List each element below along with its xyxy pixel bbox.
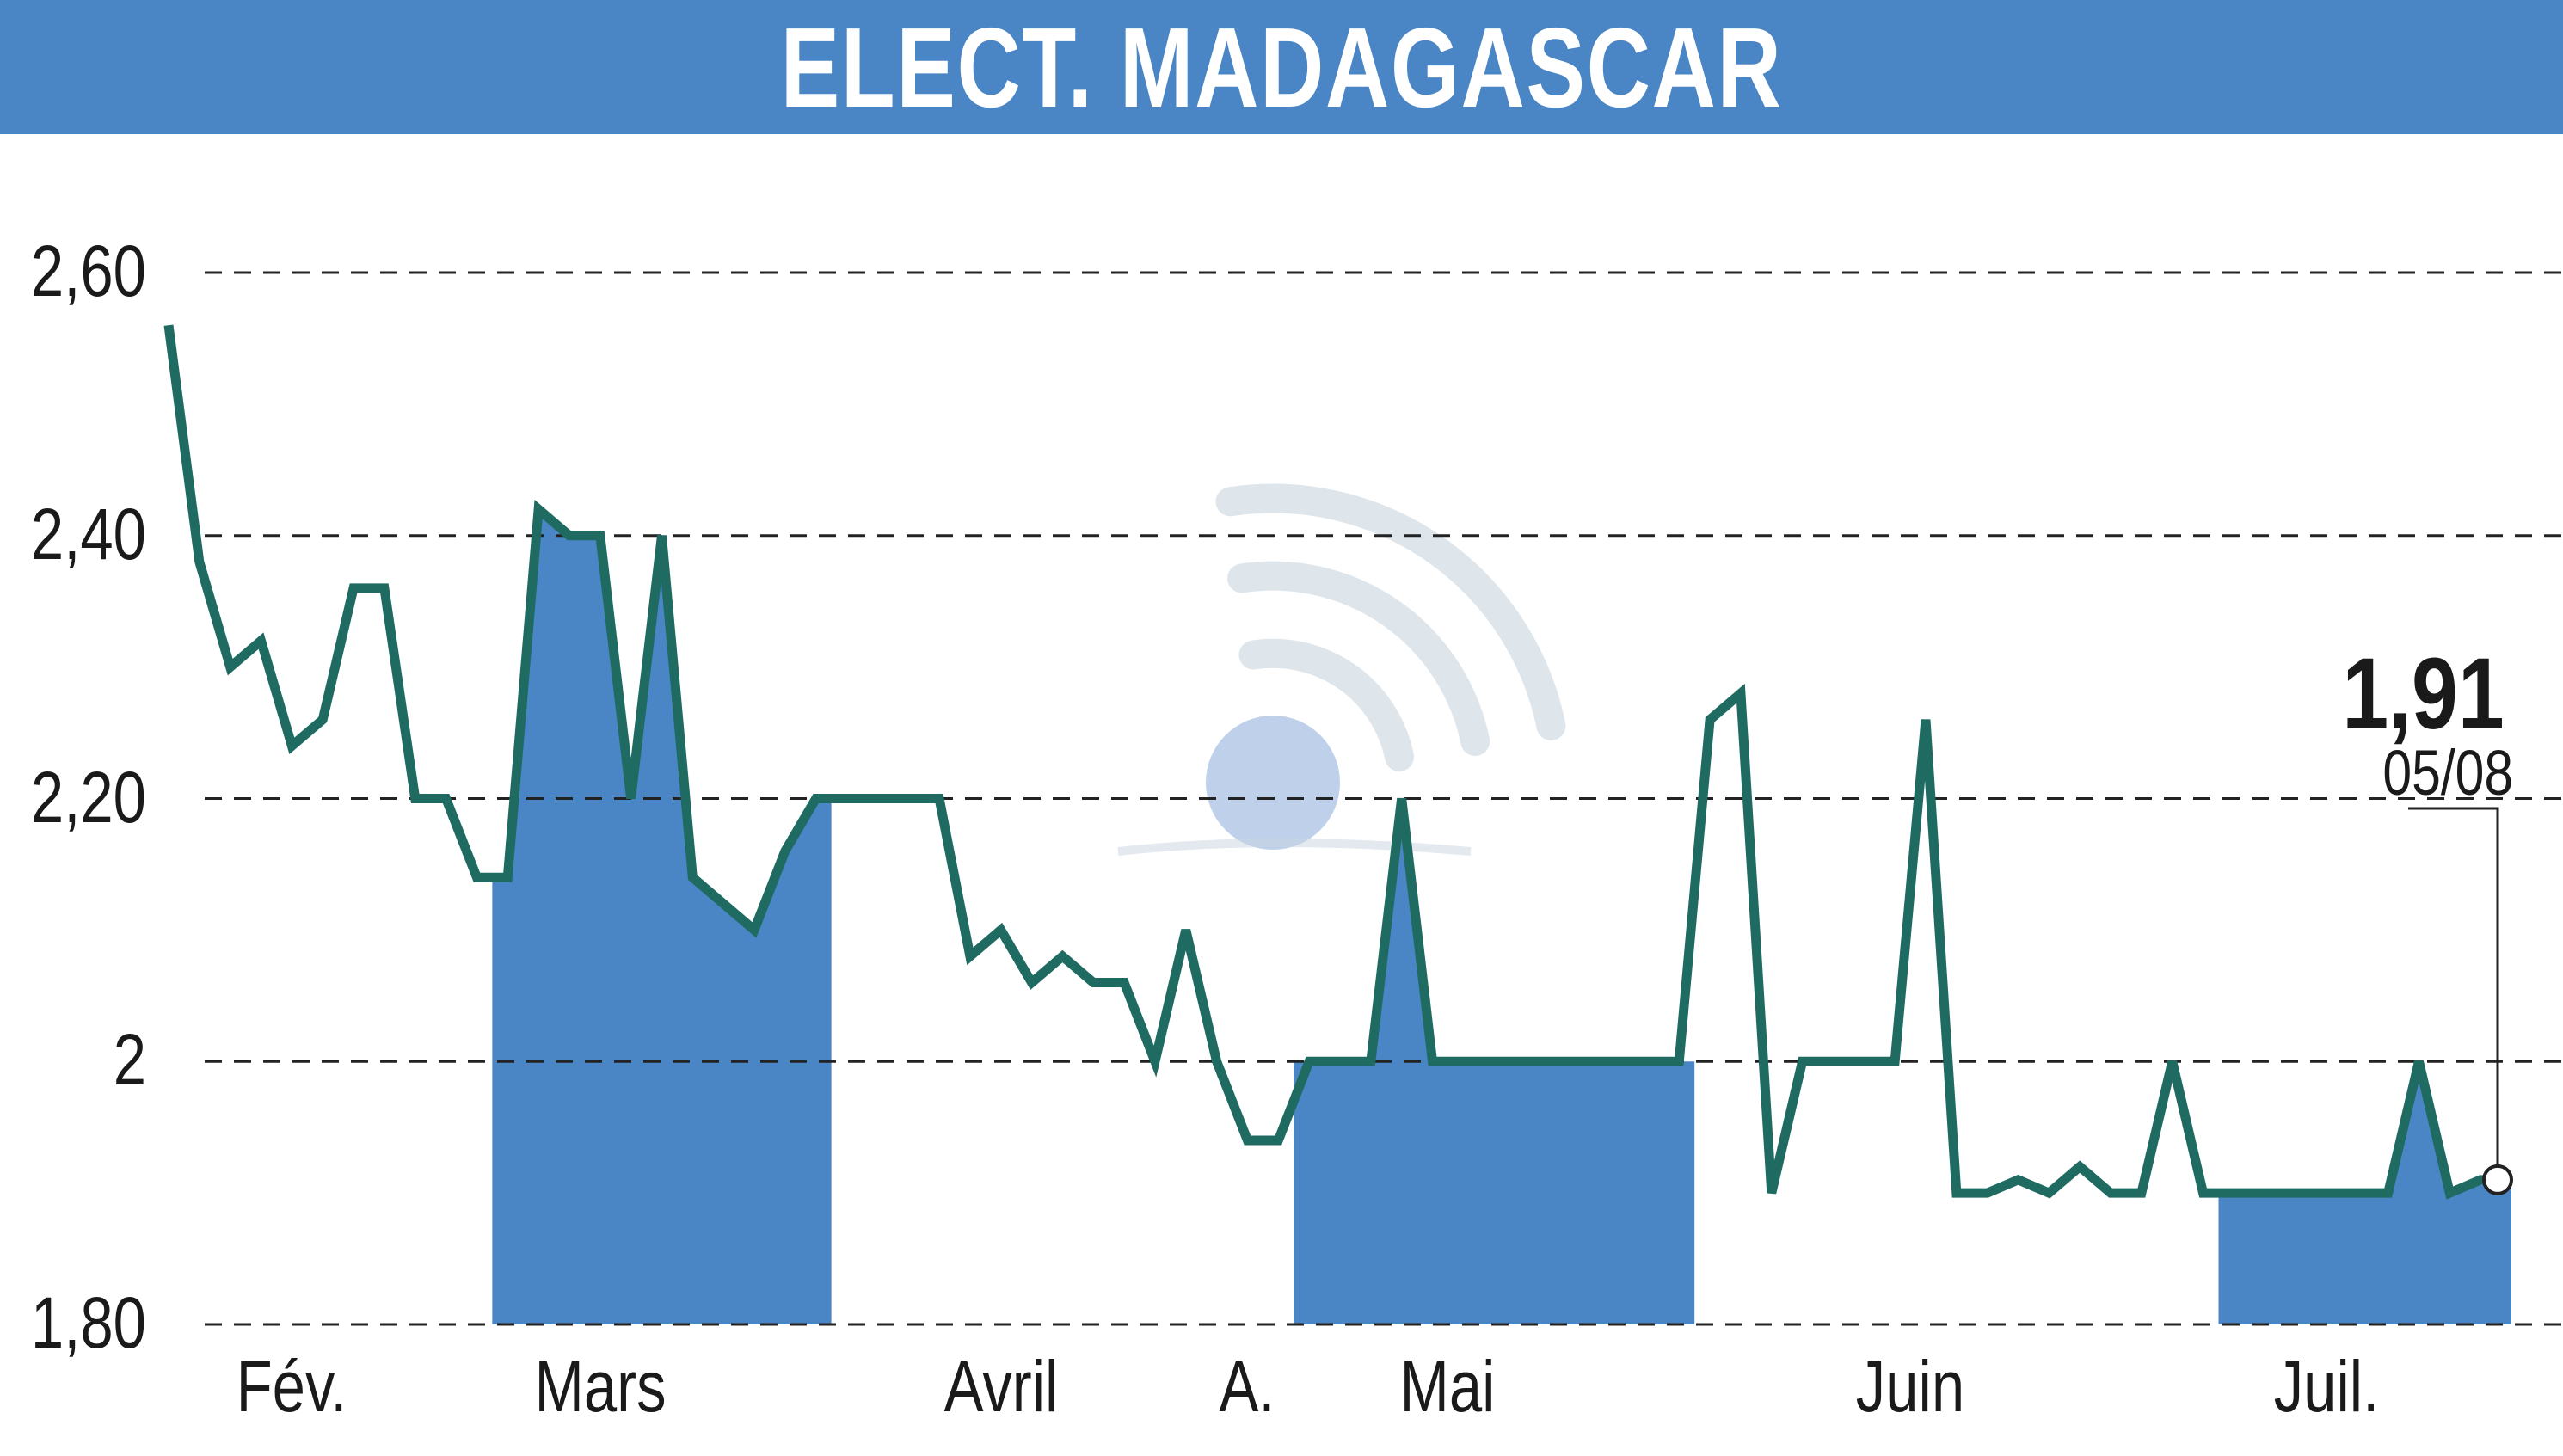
price-series (163, 324, 2511, 1200)
last-value-label: 1,91 (2342, 637, 2505, 751)
watermark-shadow (1117, 839, 1472, 856)
x-tick-label: Mai (1399, 1346, 1496, 1427)
x-tick-label: A. (1219, 1346, 1276, 1427)
y-tick-label: 2,40 (30, 493, 146, 574)
watermark-arc (1215, 483, 1566, 740)
y-tick-label: 2,60 (30, 230, 146, 311)
x-tick-label: Juin (1855, 1346, 1965, 1427)
x-tick-label: Mars (534, 1346, 667, 1427)
callout-leader (2408, 807, 2499, 1180)
last-point-marker (2482, 1164, 2513, 1195)
y-tick-label: 1,80 (30, 1282, 146, 1363)
last-date-label: 05/08 (2382, 737, 2513, 808)
x-tick-label: Avril (943, 1346, 1059, 1427)
x-tick-label: Fév. (236, 1346, 347, 1427)
watermark-arc (1227, 561, 1490, 756)
x-tick-label: Juil. (2273, 1346, 2380, 1427)
last-value-callout (2408, 807, 2513, 1195)
price-line (163, 324, 2511, 1200)
month-shade (492, 509, 832, 1324)
title-bar (0, 0, 2563, 134)
chart-title: ELECT. MADAGASCAR (780, 3, 1783, 131)
broadcast-signal-icon (1117, 483, 1566, 856)
watermark-dot (1206, 716, 1340, 850)
y-tick-label: 2,20 (30, 756, 146, 838)
y-tick-label: 2 (113, 1019, 146, 1101)
watermark-arc (1238, 638, 1414, 771)
